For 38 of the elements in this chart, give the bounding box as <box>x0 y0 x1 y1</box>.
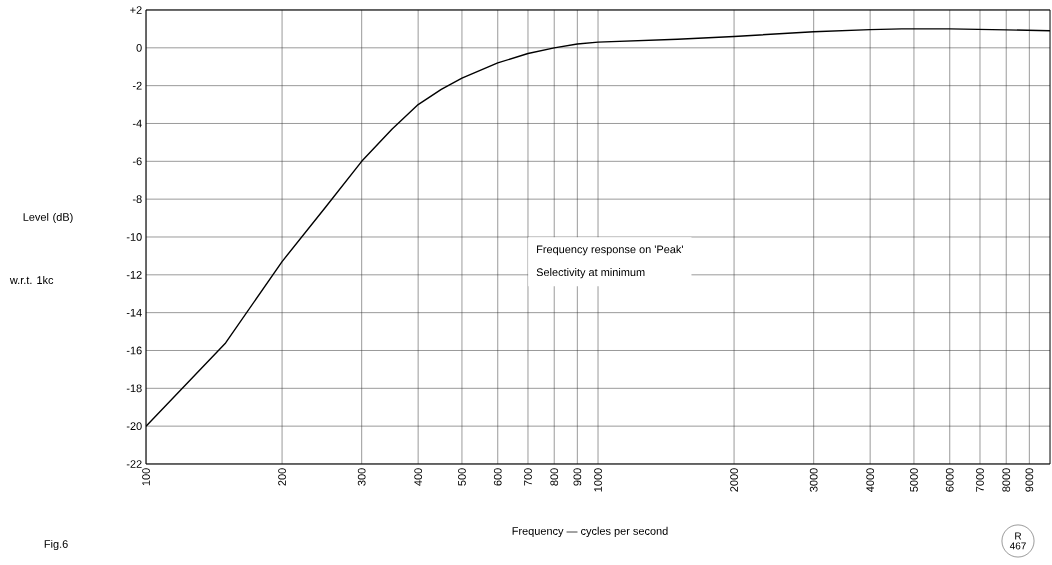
y-tick-label: -18 <box>126 384 142 393</box>
x-tick-label: 300 <box>357 468 366 486</box>
y-tick-label: -8 <box>132 195 142 204</box>
x-tick-label: 5000 <box>910 468 918 492</box>
y-tick-label: -16 <box>126 346 142 355</box>
y-tick-label: 0 <box>136 43 142 52</box>
x-tick-label: 3000 <box>809 468 818 492</box>
caption: Fig.6 <box>44 539 68 551</box>
y-axis-title: Level (dB) <box>23 212 73 224</box>
x-tick-label: 1000 <box>594 468 602 492</box>
annotation: Selectivity at minimum <box>536 268 645 279</box>
y-tick-label: -2 <box>132 81 142 90</box>
y-tick-label: -10 <box>126 233 142 241</box>
x-tick-label: 4000 <box>866 468 875 492</box>
y-tick-label: +2 <box>130 6 142 14</box>
annotation: Frequency response on 'Peak' <box>537 245 683 256</box>
y-tick-label: -14 <box>126 308 142 317</box>
x-axis-title: Frequency — cycles per second <box>512 526 668 538</box>
y-tick-label: -12 <box>126 271 142 279</box>
y-tick-label: -20 <box>126 422 142 431</box>
x-tick-label: 9000 <box>1025 468 1034 492</box>
x-tick-label: 800 <box>550 468 559 486</box>
text: R 467 <box>1009 532 1026 550</box>
text: w.r.t. 1kc <box>9 275 54 285</box>
x-tick-label: 400 <box>414 468 423 486</box>
y-tick-label: -22 <box>126 460 142 468</box>
x-tick-label: 700 <box>524 468 532 486</box>
x-tick-label: 6000 <box>945 468 954 492</box>
x-tick-label: 500 <box>458 468 466 486</box>
y-tick-label: -6 <box>132 157 142 166</box>
x-tick-label: 900 <box>573 468 582 486</box>
x-tick-label: 2000 <box>730 468 738 492</box>
y-tick-label: -4 <box>132 119 142 128</box>
x-tick-label: 100 <box>142 468 150 486</box>
x-tick-label: 200 <box>278 468 286 486</box>
x-tick-label: 600 <box>493 468 502 486</box>
x-tick-label: 8000 <box>1002 468 1011 492</box>
x-tick-label: 7000 <box>976 468 984 492</box>
